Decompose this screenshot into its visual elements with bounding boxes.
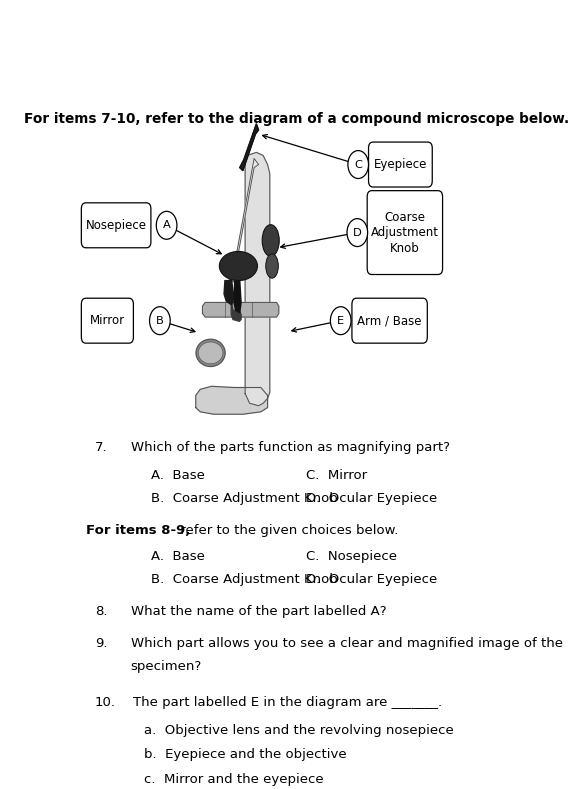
Polygon shape — [229, 265, 247, 283]
Text: Coarse
Adjustment
Knob: Coarse Adjustment Knob — [371, 211, 439, 255]
Text: What the name of the part labelled A?: What the name of the part labelled A? — [131, 605, 386, 618]
Polygon shape — [240, 124, 259, 170]
Text: Mirror: Mirror — [90, 314, 125, 327]
Text: The part labelled E in the diagram are _______.: The part labelled E in the diagram are _… — [133, 696, 442, 709]
Polygon shape — [196, 387, 267, 414]
Circle shape — [348, 151, 368, 178]
Text: refer to the given choices below.: refer to the given choices below. — [177, 524, 399, 537]
Ellipse shape — [266, 254, 278, 279]
Text: For items 7-10, refer to the diagram of a compound microscope below.: For items 7-10, refer to the diagram of … — [24, 112, 569, 125]
Ellipse shape — [219, 252, 258, 281]
Circle shape — [156, 211, 177, 239]
Circle shape — [149, 307, 170, 335]
Polygon shape — [203, 302, 279, 317]
Text: A.  Base: A. Base — [151, 551, 205, 563]
Text: For items 8-9,: For items 8-9, — [86, 524, 190, 537]
Text: E: E — [337, 316, 345, 326]
Text: Arm / Base: Arm / Base — [357, 314, 422, 327]
FancyBboxPatch shape — [368, 142, 433, 187]
Polygon shape — [231, 301, 241, 321]
Text: C: C — [354, 159, 362, 170]
Text: Which of the parts function as magnifying part?: Which of the parts function as magnifyin… — [131, 441, 450, 454]
Polygon shape — [232, 159, 259, 265]
Text: Eyepiece: Eyepiece — [373, 158, 427, 171]
Text: 7.: 7. — [95, 441, 108, 454]
Text: C.  Nosepiece: C. Nosepiece — [306, 551, 397, 563]
Text: D: D — [353, 227, 362, 237]
Text: B: B — [156, 316, 164, 326]
Text: A: A — [163, 220, 170, 230]
Text: c.  Mirror and the eyepiece: c. Mirror and the eyepiece — [144, 772, 324, 786]
Polygon shape — [224, 281, 234, 305]
Text: D.  Ocular Eyepiece: D. Ocular Eyepiece — [306, 492, 437, 505]
Text: D.  Ocular Eyepiece: D. Ocular Eyepiece — [306, 574, 437, 586]
Text: specimen?: specimen? — [131, 660, 202, 673]
Text: B.  Coarse Adjustment Knob: B. Coarse Adjustment Knob — [151, 492, 338, 505]
Circle shape — [331, 307, 351, 335]
Text: C.  Mirror: C. Mirror — [306, 469, 367, 482]
Ellipse shape — [198, 342, 223, 364]
FancyBboxPatch shape — [81, 203, 151, 248]
Polygon shape — [234, 281, 241, 312]
Ellipse shape — [262, 225, 279, 256]
Text: 9.: 9. — [95, 637, 107, 649]
Circle shape — [347, 219, 368, 246]
FancyBboxPatch shape — [352, 298, 427, 343]
Text: 8.: 8. — [95, 605, 107, 618]
Text: a.  Objective lens and the revolving nosepiece: a. Objective lens and the revolving nose… — [144, 724, 454, 737]
Polygon shape — [245, 152, 270, 406]
Text: Nosepiece: Nosepiece — [86, 219, 146, 232]
Text: A.  Base: A. Base — [151, 469, 205, 482]
Text: 10.: 10. — [95, 696, 116, 709]
FancyBboxPatch shape — [81, 298, 133, 343]
Text: b.  Eyepiece and the objective: b. Eyepiece and the objective — [144, 749, 347, 761]
Text: Which part allows you to see a clear and magnified image of the: Which part allows you to see a clear and… — [131, 637, 563, 649]
FancyBboxPatch shape — [367, 191, 442, 275]
Ellipse shape — [196, 339, 225, 367]
Text: B.  Coarse Adjustment Knob: B. Coarse Adjustment Knob — [151, 574, 338, 586]
